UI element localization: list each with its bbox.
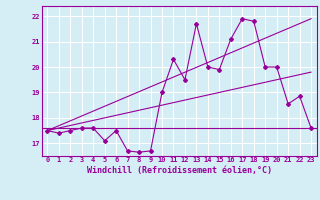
- X-axis label: Windchill (Refroidissement éolien,°C): Windchill (Refroidissement éolien,°C): [87, 166, 272, 175]
